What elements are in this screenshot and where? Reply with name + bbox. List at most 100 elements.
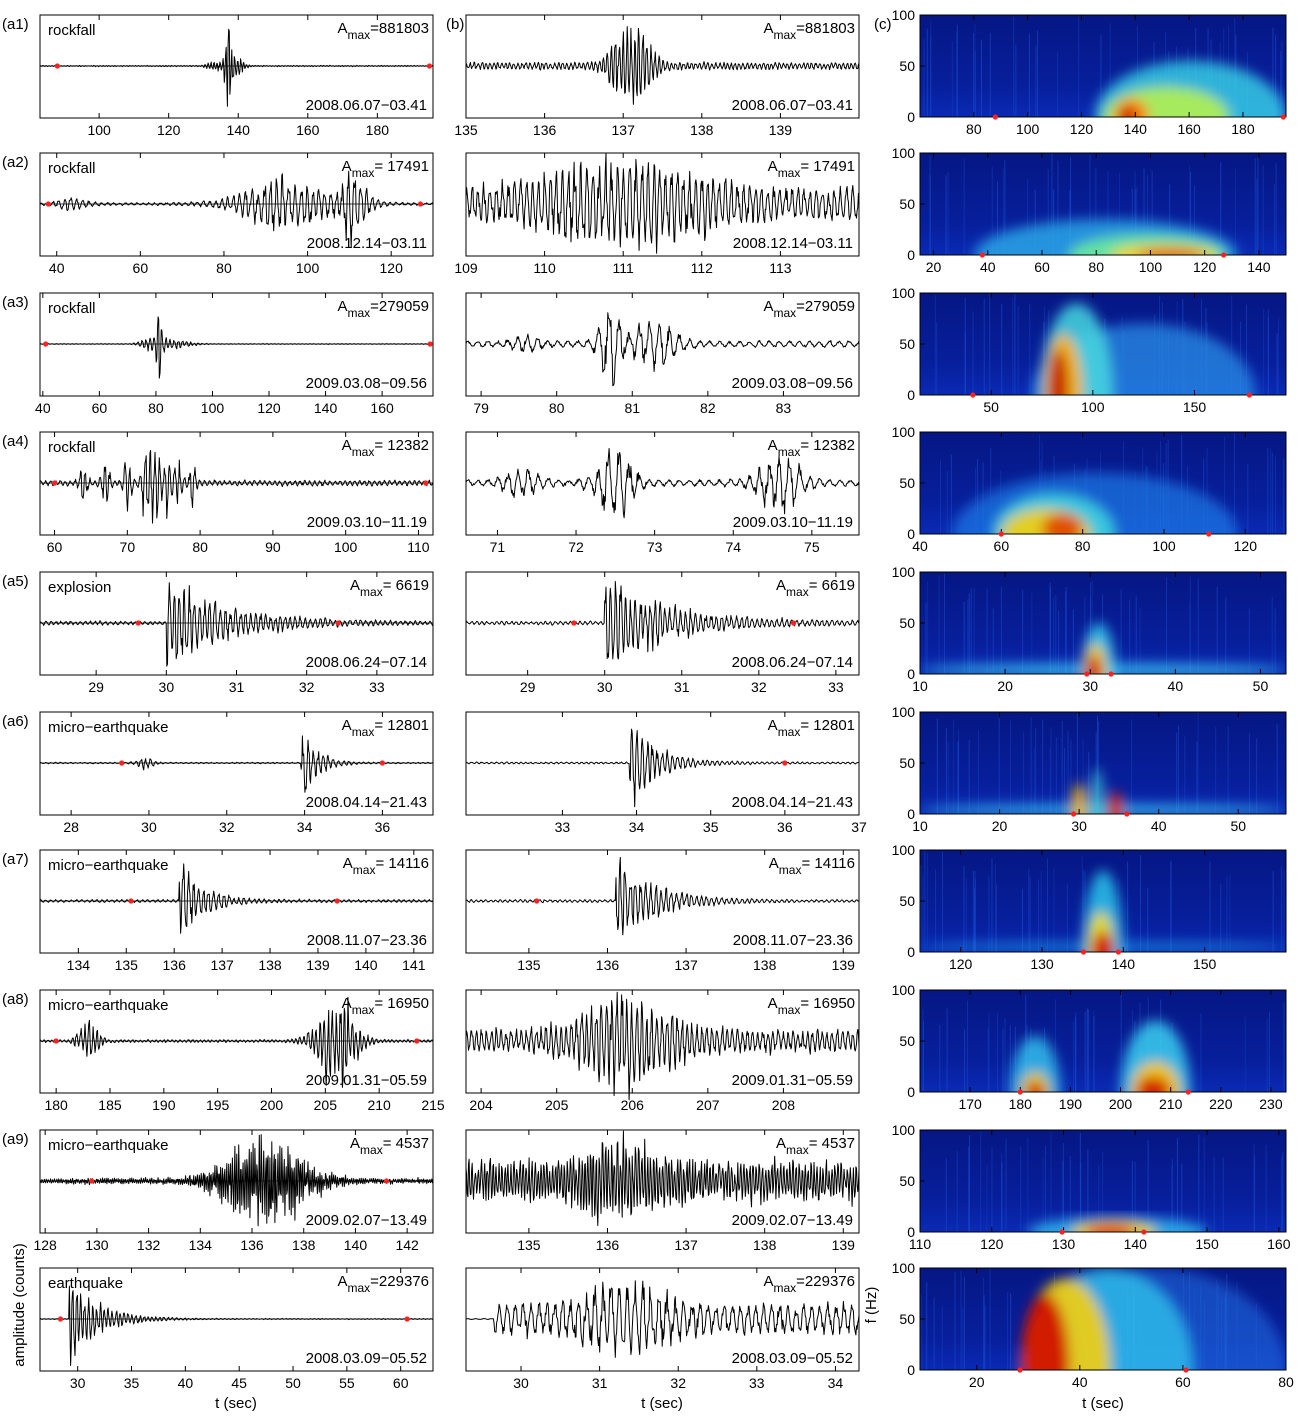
zoom-xtick-label: 138: [753, 1237, 777, 1253]
zoom-xtick-label: 135: [454, 122, 478, 138]
full-time-marker: [404, 1316, 410, 1322]
spec-time-marker: [1084, 671, 1090, 677]
panel-a-full-trace: 60 70 80 90 100 110 rockfall Amax= 12382 2009.03…: [2, 431, 434, 555]
full-xtick-label: 190: [152, 1097, 176, 1113]
event-date-label: 2008.03.09−05.52: [732, 1350, 853, 1367]
full-time-marker: [89, 1178, 95, 1184]
panel-label: (c): [874, 16, 892, 33]
full-xtick-label: 160: [370, 400, 394, 416]
spec-xtick-label: 180: [1009, 1096, 1033, 1112]
spec-ytick-label: 0: [907, 526, 915, 542]
spec-ytick-label: 0: [907, 1224, 915, 1240]
spec-xtick-label: 60: [1034, 259, 1050, 275]
zoom-xtick-label: 74: [725, 539, 741, 555]
zoom-xtick-label: 137: [674, 957, 698, 973]
spec-xtick-label: 210: [1159, 1096, 1183, 1112]
spectrogram-background: [920, 1130, 1286, 1232]
panel-label: (a8): [2, 991, 29, 1008]
zoom-amax-label: Amax=279059: [763, 298, 855, 320]
spec-time-marker: [1059, 1229, 1065, 1235]
spec-xtick-label: 160: [1177, 121, 1201, 137]
spec-xtick-label: 220: [1209, 1096, 1233, 1112]
full-xtick-label: 139: [306, 957, 330, 973]
spec-ytick-label: 100: [892, 564, 916, 580]
zoom-xtick-label: 135: [517, 1237, 541, 1253]
zoom-xtick-label: 136: [596, 1237, 620, 1253]
zoom-xtick-label: 29: [520, 679, 536, 695]
event-date-label: 2009.02.07−13.49: [732, 1212, 853, 1229]
full-xtick-label: 40: [178, 1375, 194, 1391]
full-xtick-label: 137: [210, 957, 234, 973]
spec-ytick-label: 50: [899, 755, 915, 771]
spectrogram-energy: [1010, 1020, 1191, 1092]
row-2: 40 60 80 100 120 rockfall Amax= 17491 2008.12.1…: [2, 145, 1287, 276]
spectrogram-image: [920, 1268, 1286, 1370]
full-xtick-label: 31: [229, 679, 245, 695]
panel-a-full-trace: 40 60 80 100 120 140 160 rockfall Amax=279059 200…: [2, 292, 434, 416]
waveform-full-line: [39, 1134, 434, 1227]
panel-b-zoom-trace: 135 136 137 138 139 Amax=881803 2008.06.07−03.…: [454, 14, 860, 138]
event-type-label: explosion: [48, 579, 111, 596]
zoom-xtick-label: 136: [596, 957, 620, 973]
zoom-xtick-label: 75: [804, 539, 820, 555]
full-amax-label: Amax=279059: [337, 298, 429, 320]
full-xtick-label: 45: [231, 1375, 247, 1391]
spec-time-marker: [1115, 949, 1122, 955]
panel-label: (a6): [2, 713, 29, 730]
spec-ytick-label: 0: [907, 1362, 915, 1378]
full-amax-label: Amax= 17491: [342, 158, 429, 180]
spec-xtick-label: 60: [994, 538, 1010, 554]
full-xtick-label: 195: [206, 1097, 230, 1113]
waveform-full-line: [39, 735, 434, 793]
spectrogram-blob: [1085, 1223, 1136, 1232]
spectrogram-blob: [1085, 655, 1103, 674]
axes-frame: [39, 989, 434, 1094]
full-xtick-label: 60: [133, 260, 149, 276]
zoom-xtick-label: 31: [674, 679, 690, 695]
full-xtick-label: 140: [354, 957, 378, 973]
axes-frame: [465, 571, 860, 676]
panel-b-zoom-trace: 79 80 81 82 83 Amax=279059 2009.03.08−09.56: [465, 292, 860, 416]
spec-ytick-label: 50: [899, 1173, 915, 1189]
spectrogram-energy: [920, 623, 1286, 674]
spec-ytick-label: 50: [899, 1033, 915, 1049]
spectrogram-blob: [1107, 791, 1124, 814]
event-type-label: micro−earthquake: [48, 857, 168, 874]
full-xtick-label: 185: [98, 1097, 122, 1113]
spec-ytick-label: 0: [907, 1084, 915, 1100]
spec-xtick-label: 20: [997, 678, 1013, 694]
full-xtick-label: 30: [159, 679, 175, 695]
full-xtick-label: 140: [227, 122, 251, 138]
event-date-label: 2008.04.14−21.43: [306, 794, 427, 811]
full-xtick-label: 180: [366, 122, 390, 138]
panel-a-full-trace: 30 35 40 45 50 55 60 earthquake Amax=229376 2008.…: [39, 1267, 434, 1391]
spec-ytick-label: 50: [899, 1311, 915, 1327]
full-xtick-label: 80: [216, 260, 232, 276]
zoom-xtick-label: 137: [674, 1237, 698, 1253]
zoom-xtick-label: 72: [568, 539, 584, 555]
spec-xtick-label: 20: [926, 259, 942, 275]
full-amax-label: Amax=229376: [337, 1273, 429, 1295]
row-7: 134 135 136 137 138 139 140 141 micro−earthquake…: [2, 842, 1287, 973]
event-date-label: 2009.03.10−11.19: [307, 514, 427, 531]
spec-xtick-label: 10: [912, 818, 928, 834]
zoom-xtick-label: 109: [454, 260, 478, 276]
zoom-xtick-label: 138: [690, 122, 714, 138]
spectrogram-energy: [920, 870, 1286, 952]
zoom-xtick-label: 79: [473, 400, 489, 416]
full-amax-label: Amax= 12382: [342, 437, 429, 459]
waveform-full-line: [39, 450, 434, 524]
panel-b-zoom-trace: 30 31 32 33 34 Amax=229376 2008.03.09−05.52: [465, 1267, 860, 1391]
panel-c-spectrogram: 0 50 100 120 130 140 150: [892, 842, 1287, 972]
full-xtick-label: 32: [219, 819, 235, 835]
panel-label: (a3): [2, 294, 29, 311]
panel-a-full-trace: 100 120 140 160 180 rockfall Amax=881803 2008.0…: [2, 14, 434, 138]
full-xtick-label: 142: [395, 1237, 419, 1253]
zoom-xtick-label: 73: [647, 539, 663, 555]
zoom-xtick-label: 137: [612, 122, 636, 138]
spec-xtick-label: 160: [1267, 1236, 1291, 1252]
event-date-label: 2008.12.14−03.11: [307, 235, 427, 252]
full-xtick-label: 136: [163, 957, 187, 973]
spectrogram-blob: [1091, 768, 1103, 814]
panel-b-zoom-trace: 109 110 111 112 113 Amax= 17491 2008.12.14−03.…: [454, 152, 860, 276]
